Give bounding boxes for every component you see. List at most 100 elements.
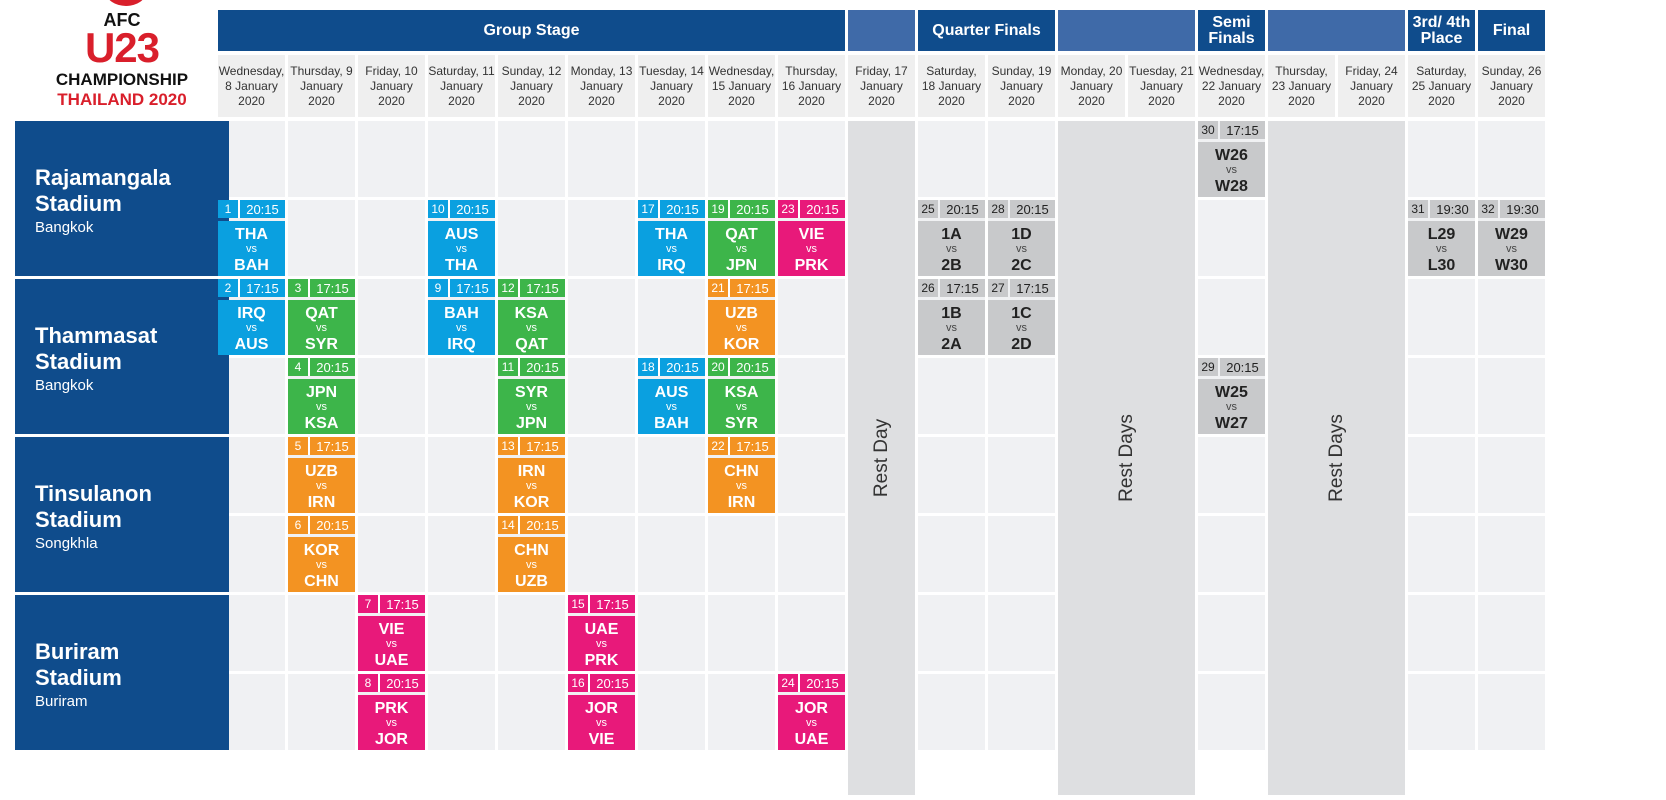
home-team: 1B bbox=[941, 305, 962, 322]
match-header: 7 17:15 bbox=[358, 595, 425, 613]
match-card[interactable]: 30 17:15 W26 vs W28 bbox=[1198, 121, 1265, 197]
match-time: 20:15 bbox=[240, 200, 285, 218]
match-card[interactable]: 9 17:15 BAH vs IRQ bbox=[428, 279, 495, 355]
vs-label: vs bbox=[666, 401, 677, 413]
match-card[interactable]: 8 20:15 PRK vs JOR bbox=[358, 674, 425, 750]
match-header: 11 20:15 bbox=[498, 358, 565, 376]
grid-cell bbox=[358, 437, 425, 513]
match-card[interactable]: 13 17:15 IRN vs KOR bbox=[498, 437, 565, 513]
vs-label: vs bbox=[1016, 243, 1027, 255]
match-number: 6 bbox=[288, 516, 308, 534]
stage-header-blank bbox=[1058, 10, 1195, 51]
match-card[interactable]: 15 17:15 UAE vs PRK bbox=[568, 595, 635, 671]
match-number: 25 bbox=[918, 200, 938, 218]
grid-cell bbox=[218, 595, 285, 671]
match-time: 19:30 bbox=[1500, 200, 1545, 218]
match-card[interactable]: 6 20:15 KOR vs CHN bbox=[288, 516, 355, 592]
match-card[interactable]: 21 17:15 UZB vs KOR bbox=[708, 279, 775, 355]
match-card[interactable]: 31 19:30 L29 vs L30 bbox=[1408, 200, 1475, 276]
away-team: UAE bbox=[374, 652, 409, 669]
match-card[interactable]: 10 20:15 AUS vs THA bbox=[428, 200, 495, 276]
venue-name: Buriram Stadium bbox=[35, 639, 122, 690]
match-body: W29 vs W30 bbox=[1478, 221, 1545, 276]
vs-label: vs bbox=[316, 401, 327, 413]
grid-cell bbox=[428, 437, 495, 513]
date-header: Wednesday, 15 January 2020 bbox=[708, 55, 775, 117]
match-card[interactable]: 27 17:15 1C vs 2D bbox=[988, 279, 1055, 355]
match-card[interactable]: 17 20:15 THA vs IRQ bbox=[638, 200, 705, 276]
match-number: 30 bbox=[1198, 121, 1218, 139]
match-number: 21 bbox=[708, 279, 728, 297]
grid-cell bbox=[638, 121, 705, 197]
match-body: KOR vs CHN bbox=[288, 537, 355, 592]
home-team: JPN bbox=[305, 384, 338, 401]
vs-label: vs bbox=[596, 717, 607, 729]
match-card[interactable]: 11 20:15 SYR vs JPN bbox=[498, 358, 565, 434]
match-card[interactable]: 1 20:15 THA vs BAH bbox=[218, 200, 285, 276]
match-card[interactable]: 22 17:15 CHN vs IRN bbox=[708, 437, 775, 513]
match-card[interactable]: 24 20:15 JOR vs UAE bbox=[778, 674, 845, 750]
grid-cell bbox=[428, 358, 495, 434]
match-header: 15 17:15 bbox=[568, 595, 635, 613]
away-team: W28 bbox=[1215, 178, 1248, 195]
match-header: 24 20:15 bbox=[778, 674, 845, 692]
match-body: VIE vs UAE bbox=[358, 616, 425, 671]
match-card[interactable]: 19 20:15 QAT vs JPN bbox=[708, 200, 775, 276]
match-card[interactable]: 26 17:15 1B vs 2A bbox=[918, 279, 985, 355]
stage-header: Semi Finals bbox=[1198, 10, 1265, 51]
match-body: 1D vs 2C bbox=[988, 221, 1055, 276]
vs-label: vs bbox=[456, 322, 467, 334]
match-header: 31 19:30 bbox=[1408, 200, 1475, 218]
match-header: 19 20:15 bbox=[708, 200, 775, 218]
grid-cell bbox=[778, 437, 845, 513]
match-header: 32 19:30 bbox=[1478, 200, 1545, 218]
match-card[interactable]: 32 19:30 W29 vs W30 bbox=[1478, 200, 1545, 276]
venue-city: Buriram bbox=[35, 693, 88, 710]
away-team: BAH bbox=[234, 257, 269, 274]
home-team: L29 bbox=[1427, 226, 1456, 243]
match-card[interactable]: 16 20:15 JOR vs VIE bbox=[568, 674, 635, 750]
date-header: Tuesday, 14 January 2020 bbox=[638, 55, 705, 117]
match-card[interactable]: 7 17:15 VIE vs UAE bbox=[358, 595, 425, 671]
match-body: JPN vs KSA bbox=[288, 379, 355, 434]
match-card[interactable]: 29 20:15 W25 vs W27 bbox=[1198, 358, 1265, 434]
grid-cell bbox=[288, 595, 355, 671]
match-number: 22 bbox=[708, 437, 728, 455]
match-number: 14 bbox=[498, 516, 518, 534]
grid-cell bbox=[358, 121, 425, 197]
match-time: 17:15 bbox=[310, 437, 355, 455]
grid-cell bbox=[918, 121, 985, 197]
venue-city: Songkhla bbox=[35, 535, 98, 552]
match-card[interactable]: 23 20:15 VIE vs PRK bbox=[778, 200, 845, 276]
match-card[interactable]: 25 20:15 1A vs 2B bbox=[918, 200, 985, 276]
match-card[interactable]: 5 17:15 UZB vs IRN bbox=[288, 437, 355, 513]
match-card[interactable]: 4 20:15 JPN vs KSA bbox=[288, 358, 355, 434]
vs-label: vs bbox=[386, 638, 397, 650]
grid-cell bbox=[638, 279, 705, 355]
match-time: 20:15 bbox=[1010, 200, 1055, 218]
logo-ball-icon bbox=[106, 0, 146, 6]
match-card[interactable]: 2 17:15 IRQ vs AUS bbox=[218, 279, 285, 355]
match-header: 1 20:15 bbox=[218, 200, 285, 218]
match-time: 20:15 bbox=[590, 674, 635, 692]
grid-cell bbox=[988, 516, 1055, 592]
match-card[interactable]: 3 17:15 QAT vs SYR bbox=[288, 279, 355, 355]
match-time: 17:15 bbox=[450, 279, 495, 297]
match-card[interactable]: 12 17:15 KSA vs QAT bbox=[498, 279, 565, 355]
match-time: 17:15 bbox=[520, 279, 565, 297]
date-header: Friday, 17 January 2020 bbox=[848, 55, 915, 117]
match-card[interactable]: 18 20:15 AUS vs BAH bbox=[638, 358, 705, 434]
match-header: 8 20:15 bbox=[358, 674, 425, 692]
match-card[interactable]: 20 20:15 KSA vs SYR bbox=[708, 358, 775, 434]
home-team: JOR bbox=[795, 700, 828, 717]
match-header: 18 20:15 bbox=[638, 358, 705, 376]
home-team: 1C bbox=[1011, 305, 1032, 322]
date-header: Tuesday, 21 January 2020 bbox=[1128, 55, 1195, 117]
match-time: 20:15 bbox=[800, 200, 845, 218]
grid-cell bbox=[988, 437, 1055, 513]
grid-cell bbox=[568, 516, 635, 592]
match-card[interactable]: 28 20:15 1D vs 2C bbox=[988, 200, 1055, 276]
match-header: 29 20:15 bbox=[1198, 358, 1265, 376]
match-card[interactable]: 14 20:15 CHN vs UZB bbox=[498, 516, 565, 592]
grid-cell bbox=[1408, 279, 1475, 355]
